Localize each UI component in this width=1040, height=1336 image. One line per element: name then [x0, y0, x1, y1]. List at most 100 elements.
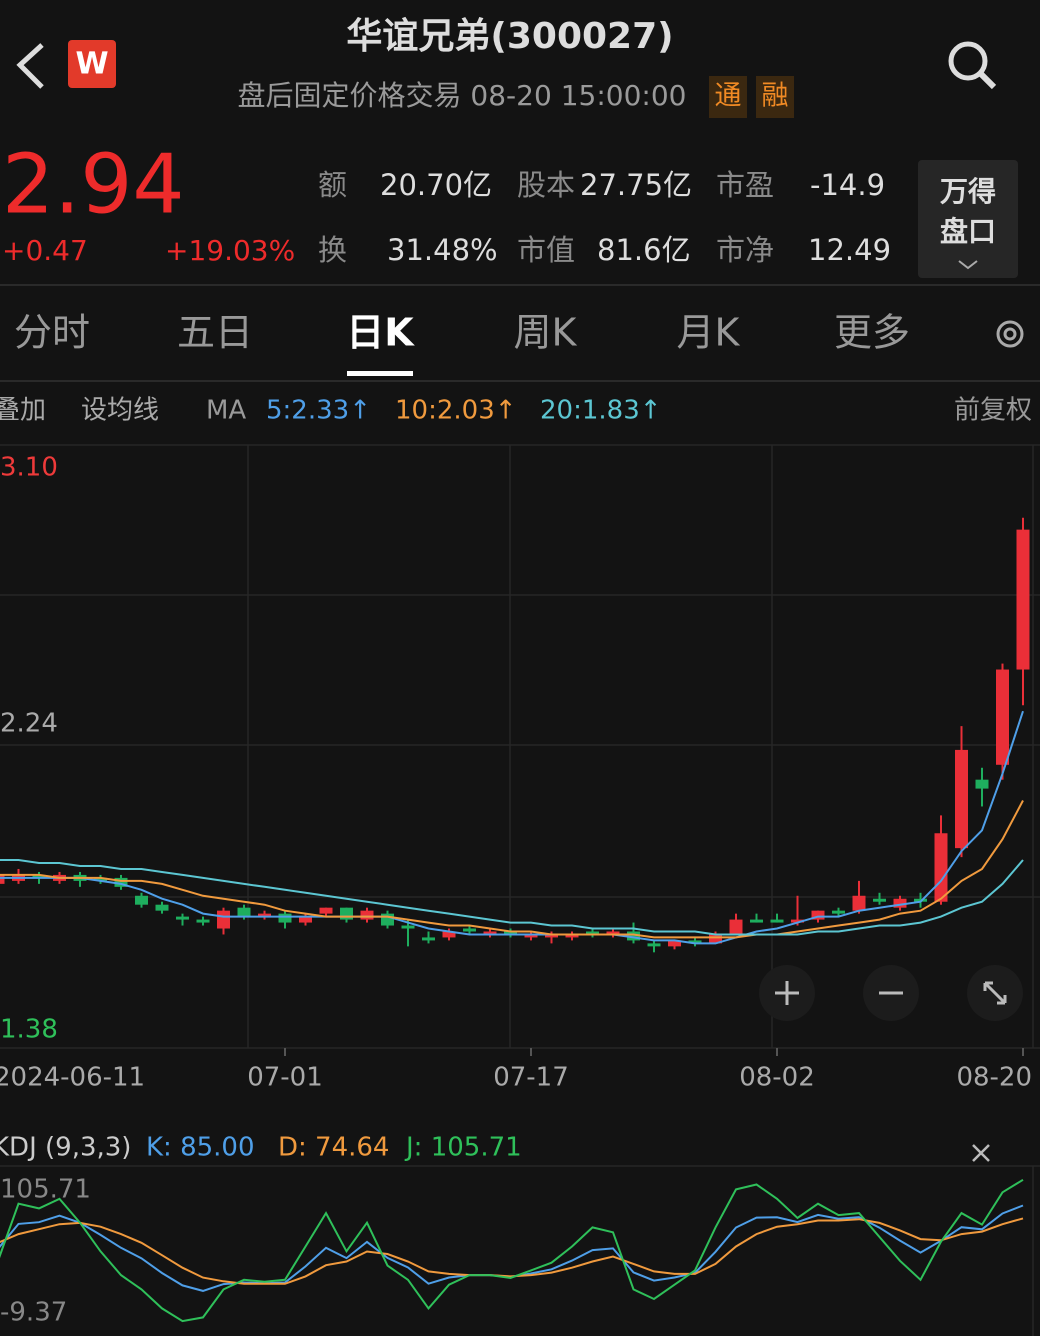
candle-body	[586, 931, 599, 935]
stat-label: 市盈	[716, 168, 774, 202]
title: 华谊兄弟(300027)	[346, 16, 673, 57]
candle-body	[319, 907, 333, 914]
close-kdj[interactable]	[972, 1144, 990, 1162]
price: 2.94	[2, 137, 185, 232]
candle-body	[914, 898, 927, 902]
stat-value: 81.6亿	[597, 233, 691, 267]
stat-label: 市净	[716, 233, 774, 267]
badge: 融	[762, 81, 789, 112]
tabs: 分时 五日 日K 周K 月K 更多	[14, 311, 910, 376]
plus-icon	[775, 981, 799, 1005]
candle-body	[750, 919, 763, 923]
market-button-text: 盘口	[940, 215, 996, 248]
tab[interactable]: 周K	[514, 311, 578, 355]
y-tick-label: 105.71	[0, 1174, 91, 1204]
logo-text: W	[75, 47, 108, 82]
search-handle	[978, 71, 997, 90]
candle-body	[381, 913, 394, 926]
candle-body	[0, 874, 5, 884]
legend-entry: D: 74.64	[278, 1133, 389, 1163]
candle-body	[893, 898, 907, 908]
candle-body	[135, 895, 148, 905]
candle-body	[278, 913, 292, 923]
change-pct: +19.03%	[165, 234, 295, 267]
zoom-controls	[759, 965, 1023, 1021]
change: +0.47	[2, 234, 88, 267]
candle-body	[668, 940, 681, 947]
series-line	[0, 800, 1024, 939]
candle-body	[955, 749, 968, 849]
series-line	[0, 1217, 1024, 1285]
logo	[68, 40, 116, 88]
tab[interactable]: 五日	[177, 311, 253, 355]
candle-body	[852, 895, 866, 911]
candle-body	[832, 910, 845, 914]
stat-value: 27.75亿	[580, 168, 692, 202]
market-button[interactable]	[918, 160, 1018, 278]
tab[interactable]: 月K	[677, 311, 741, 355]
settings-icon	[1003, 327, 1017, 341]
tab[interactable]: 分时	[14, 311, 90, 355]
candle-body	[996, 669, 1009, 765]
grid	[0, 444, 1040, 1336]
candle-body	[155, 904, 169, 911]
y-tick-label: 2.24	[0, 709, 58, 739]
candle-body	[791, 919, 804, 923]
candle-body	[217, 910, 230, 929]
candle-body	[504, 931, 517, 935]
ma-legend: 5:2.33↑	[266, 396, 371, 426]
market-button-text: 万得	[940, 175, 996, 208]
ma-legend: 20:1.83↑	[540, 396, 662, 426]
y-tick-label: 3.10	[0, 453, 58, 483]
candle-body	[196, 919, 210, 923]
toolbar-item[interactable]: 设均线	[81, 396, 159, 426]
chevron	[958, 260, 978, 270]
candle-body	[442, 931, 456, 938]
tab[interactable]: 更多	[834, 311, 910, 355]
series-line	[0, 1178, 1024, 1323]
toolbar-item[interactable]: 叠加	[0, 396, 46, 426]
stat-value: -14.9	[810, 168, 885, 202]
stat-label: 换	[318, 233, 347, 267]
expand-icon	[983, 981, 1007, 1005]
adjust-mode[interactable]: 前复权	[954, 396, 1032, 426]
candle-body	[688, 940, 702, 944]
stat-value: 31.48%	[387, 233, 498, 267]
candle-body	[237, 907, 251, 917]
candle-body	[340, 907, 353, 920]
x-tick-label: 07-17	[493, 1063, 569, 1093]
candle-body	[524, 934, 538, 938]
price-chart: 3.10 2.24 1.38 2024-06-11 07-01 07-17 08-02 08-…	[0, 453, 1032, 1093]
stat-value: 20.70亿	[380, 168, 492, 202]
candle-body	[729, 919, 743, 935]
search-button[interactable]	[948, 41, 988, 81]
settings-button[interactable]	[996, 320, 1024, 348]
candle-body	[94, 877, 107, 881]
back-button[interactable]	[16, 43, 44, 89]
candle-body	[627, 931, 640, 941]
candle-body	[975, 779, 989, 789]
candle-body	[770, 919, 784, 923]
tab[interactable]: 日K	[346, 311, 415, 355]
candle-body	[709, 934, 722, 944]
stat-label: 额	[318, 168, 347, 202]
subtitle: 盘后固定价格交易 08-20 15:00:00	[238, 79, 687, 112]
series-line	[0, 710, 1024, 945]
candle-body	[32, 874, 46, 878]
candle-body	[647, 943, 661, 947]
candle-body	[934, 833, 948, 902]
candle-body	[299, 916, 312, 923]
candle-body	[401, 925, 415, 929]
candle-body	[176, 916, 189, 920]
legend-entry: K: 85.00	[146, 1133, 255, 1163]
candle-body	[114, 877, 128, 887]
kdj-title: KDJ (9,3,3)	[0, 1133, 131, 1163]
kdj-chart: 105.71 -9.37 K: 85.00 D: 74.64 J: 105.71	[0, 1133, 1024, 1327]
tab-indicator	[347, 371, 413, 376]
stat-label: 市值	[517, 233, 575, 267]
candle-body	[606, 931, 620, 935]
ma-legend: 10:2.03↑	[395, 396, 517, 426]
badge-bg	[756, 76, 794, 118]
